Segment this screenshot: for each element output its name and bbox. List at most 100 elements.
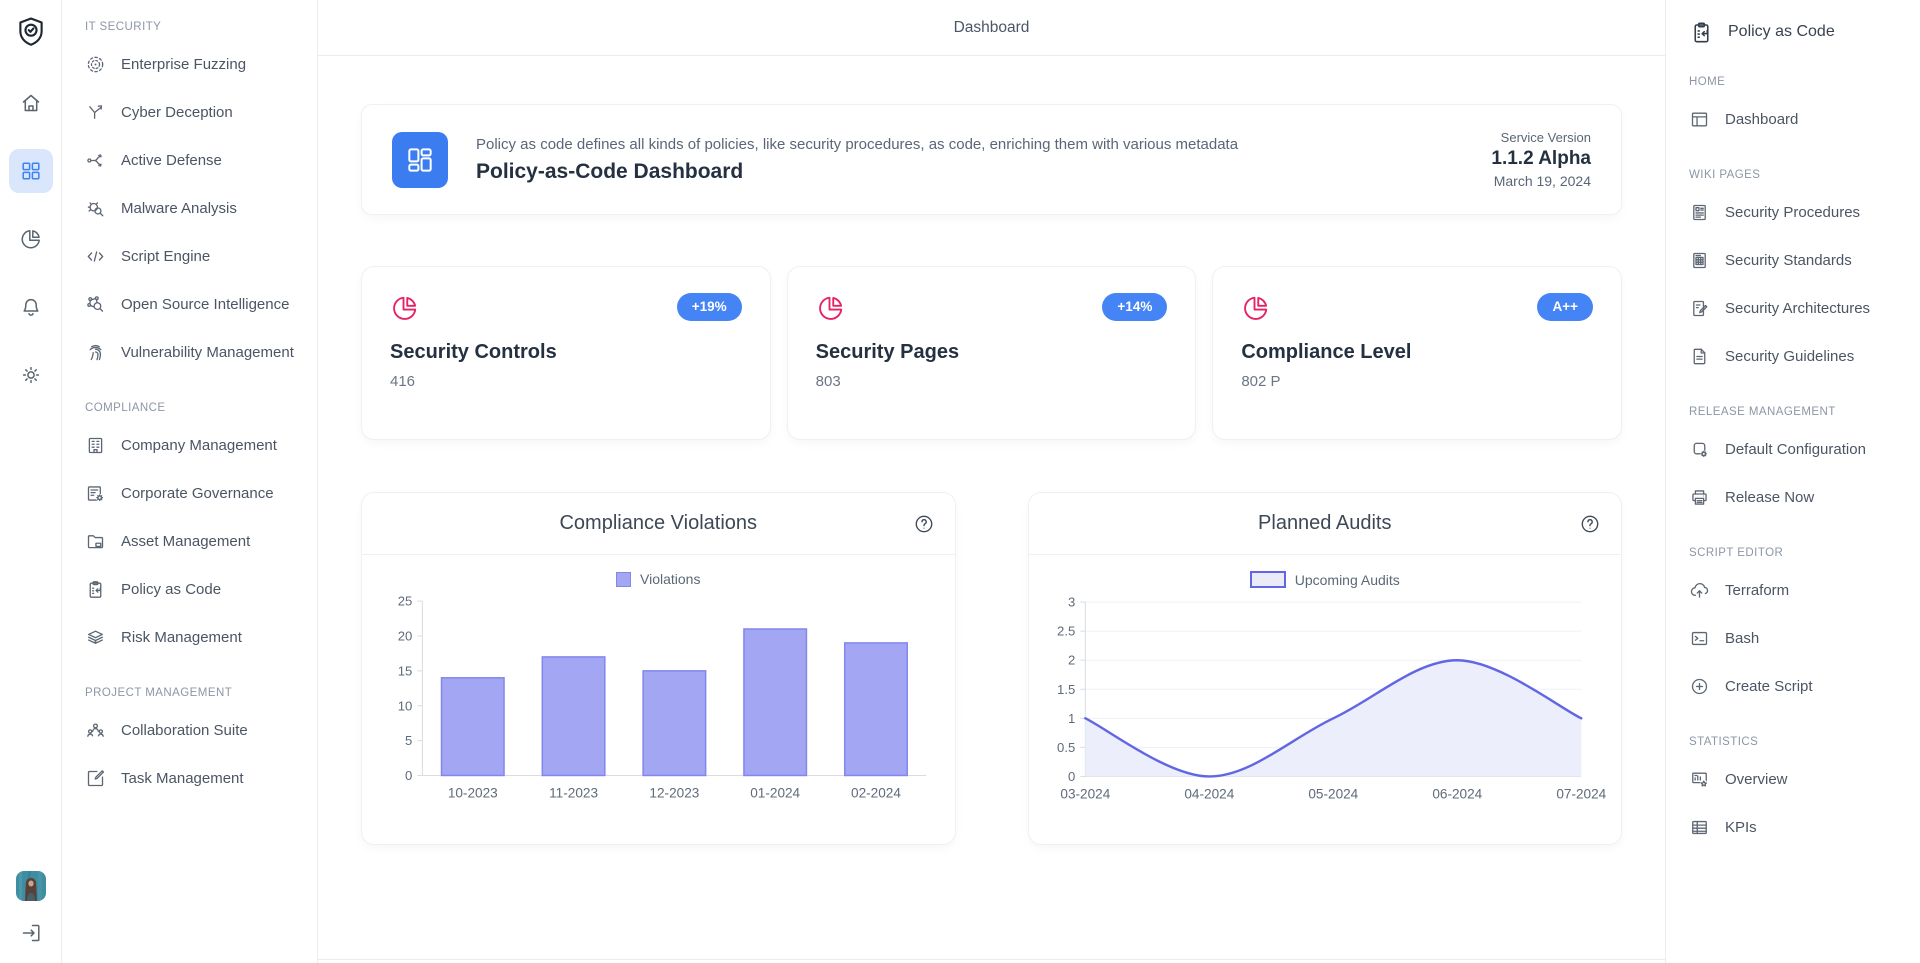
- nav-item-label: Dashboard: [1725, 110, 1799, 128]
- legend-label: Violations: [640, 571, 701, 587]
- doc-grid-icon: [1693, 252, 1706, 268]
- nav-item-default-configuration[interactable]: Default Configuration: [1689, 425, 1920, 473]
- nav-item-label: Cyber Deception: [121, 103, 233, 121]
- nav-item-collaboration-suite[interactable]: Collaboration Suite: [62, 706, 317, 754]
- target-icon: [87, 56, 104, 72]
- window-icon: [1691, 112, 1708, 126]
- content-panel: Policy as code defines all kinds of poli…: [318, 55, 1665, 960]
- section-label-compliance: COMPLIANCE: [85, 402, 166, 414]
- doc-icon: [1693, 348, 1706, 364]
- plus-circle-icon: [1691, 678, 1708, 694]
- rail-dashboard-button[interactable]: [8, 149, 53, 193]
- nav-item-vulnerability-management[interactable]: Vulnerability Management: [62, 328, 317, 376]
- nav-item-kpis[interactable]: KPIs: [1689, 803, 1920, 851]
- nav-item-security-architectures[interactable]: Security Architectures: [1689, 284, 1920, 332]
- svg-text:12-2023: 12-2023: [649, 786, 699, 801]
- rail-settings-button[interactable]: [9, 353, 53, 397]
- nav-item-active-defense[interactable]: Active Defense: [62, 136, 317, 184]
- stat-card-compliance-level: A++ Compliance Level 802 P: [1213, 267, 1621, 439]
- stat-card-top: +19%: [390, 293, 742, 323]
- branch-icon: [89, 104, 103, 119]
- section-label-wiki-pages: WIKI PAGES: [1689, 169, 1761, 181]
- svg-text:3: 3: [1067, 595, 1074, 610]
- nav-item-label: Release Now: [1725, 488, 1815, 506]
- nav-section-release-management: RELEASE MANAGEMENT Default Configuration R…: [1689, 406, 1920, 521]
- svg-text:0.5: 0.5: [1057, 740, 1075, 755]
- nav-item-label: Create Script: [1725, 677, 1813, 695]
- nav-section-compliance: COMPLIANCE Company Management Corporate Go…: [62, 402, 317, 661]
- nav-item-label: Bash: [1725, 629, 1760, 647]
- section-label-script-editor: SCRIPT EDITOR: [1689, 547, 1784, 559]
- icon-rail: [0, 0, 62, 963]
- dashboard-title: Policy-as-Code Dashboard: [476, 159, 744, 183]
- logout-button[interactable]: [15, 917, 47, 949]
- nav-item-asset-management[interactable]: Asset Management: [62, 517, 317, 565]
- rail-analytics-button[interactable]: [9, 217, 53, 261]
- nav-item-release-now[interactable]: Release Now: [1689, 473, 1920, 521]
- nav-item-company-management[interactable]: Company Management: [62, 421, 317, 469]
- service-version-block: Service Version 1.1.2 Alpha March 19, 20…: [1491, 130, 1591, 189]
- nav-item-risk-management[interactable]: Risk Management: [62, 613, 317, 661]
- svg-text:2.5: 2.5: [1057, 624, 1075, 639]
- edit-square-icon: [87, 769, 105, 786]
- nav-item-corporate-governance[interactable]: Corporate Governance: [62, 469, 317, 517]
- nav-item-create-script[interactable]: Create Script: [1689, 662, 1920, 710]
- nav-item-label: Default Configuration: [1725, 440, 1866, 458]
- nav-item-malware-analysis[interactable]: Malware Analysis: [62, 184, 317, 232]
- network-search-icon: [87, 295, 104, 312]
- nav-item-label: Security Standards: [1725, 251, 1852, 269]
- svg-text:10-2023: 10-2023: [448, 786, 498, 801]
- right-sidebar-title: Policy as Code: [1728, 23, 1835, 40]
- user-avatar[interactable]: [15, 871, 46, 901]
- nav-item-terraform[interactable]: Terraform: [1689, 566, 1920, 614]
- svg-text:5: 5: [405, 733, 412, 748]
- flow-icon: [87, 153, 102, 167]
- right-sidebar-header[interactable]: Policy as Code: [1689, 16, 1920, 48]
- clipboard-arrow-icon: [1694, 22, 1709, 42]
- stat-card-title: Security Pages: [815, 341, 960, 363]
- nav-item-label: Corporate Governance: [121, 484, 274, 502]
- nav-item-label: Terraform: [1725, 581, 1790, 599]
- nav-item-security-procedures[interactable]: Security Procedures: [1689, 188, 1920, 236]
- help-icon[interactable]: [913, 513, 935, 535]
- nav-item-overview[interactable]: Overview: [1689, 755, 1920, 803]
- nav-item-policy-as-code[interactable]: Policy as Code: [62, 565, 317, 613]
- stat-card-value: 802 P: [1241, 373, 1281, 390]
- nav-item-script-engine[interactable]: Script Engine: [62, 232, 317, 280]
- logout-icon: [22, 924, 40, 942]
- nav-item-label: Security Guidelines: [1725, 347, 1855, 365]
- nav-item-enterprise-fuzzing[interactable]: Enterprise Fuzzing: [62, 40, 317, 88]
- help-icon[interactable]: [1579, 513, 1601, 535]
- nav-item-security-guidelines[interactable]: Security Guidelines: [1689, 332, 1920, 380]
- cloud-up-icon: [1690, 582, 1709, 598]
- doc-edit-icon: [1693, 300, 1708, 316]
- chart-body: Violations 0 5 10 15 20 25 10-2023 11-2023 12-20…: [362, 555, 955, 844]
- trend-badge: +14%: [1102, 293, 1168, 321]
- nav-item-security-standards[interactable]: Security Standards: [1689, 236, 1920, 284]
- pie-chart-icon: [816, 293, 846, 323]
- nav-item-label: Risk Management: [121, 628, 242, 646]
- rail-notifications-button[interactable]: [9, 285, 53, 329]
- service-version-date: March 19, 2024: [1493, 173, 1591, 189]
- svg-text:05-2024: 05-2024: [1308, 787, 1358, 802]
- nav-item-dashboard[interactable]: Dashboard: [1689, 95, 1920, 143]
- nav-item-label: Overview: [1725, 770, 1788, 788]
- grid-icon: [21, 162, 40, 180]
- svg-text:0: 0: [1067, 769, 1074, 784]
- bell-icon: [22, 298, 39, 316]
- folder-box-icon: [87, 534, 104, 548]
- svg-text:07-2024: 07-2024: [1556, 787, 1606, 802]
- nav-item-open-source-intelligence[interactable]: Open Source Intelligence: [62, 280, 317, 328]
- nav-item-task-management[interactable]: Task Management: [62, 754, 317, 802]
- svg-text:11-2023: 11-2023: [549, 786, 598, 801]
- stat-card-security-controls: +19% Security Controls 416: [362, 267, 770, 439]
- chart-body: Upcoming Audits 0 0.5 1 1.5 2 2.5 3 03-2024 04-2…: [1029, 555, 1622, 844]
- terminal-icon: [1691, 631, 1708, 645]
- rail-home-button[interactable]: [9, 81, 53, 125]
- nav-section-script-editor: SCRIPT EDITOR Terraform Bash Create Script: [1689, 547, 1920, 710]
- list-gear-icon: [87, 485, 104, 502]
- nav-item-cyber-deception[interactable]: Cyber Deception: [62, 88, 317, 136]
- nav-item-bash[interactable]: Bash: [1689, 614, 1920, 662]
- chart-legend: Violations: [376, 571, 941, 587]
- section-label-it-security: IT SECURITY: [85, 21, 162, 33]
